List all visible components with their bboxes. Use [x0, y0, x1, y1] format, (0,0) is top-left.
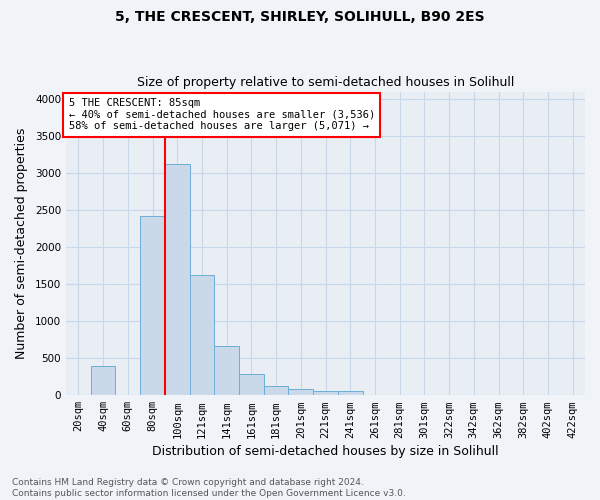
Text: 5 THE CRESCENT: 85sqm
← 40% of semi-detached houses are smaller (3,536)
58% of s: 5 THE CRESCENT: 85sqm ← 40% of semi-deta… — [68, 98, 375, 132]
Bar — [264, 386, 289, 395]
Bar — [214, 346, 239, 395]
Bar — [338, 392, 362, 395]
Text: 5, THE CRESCENT, SHIRLEY, SOLIHULL, B90 2ES: 5, THE CRESCENT, SHIRLEY, SOLIHULL, B90 … — [115, 10, 485, 24]
Title: Size of property relative to semi-detached houses in Solihull: Size of property relative to semi-detach… — [137, 76, 514, 90]
Text: Contains HM Land Registry data © Crown copyright and database right 2024.
Contai: Contains HM Land Registry data © Crown c… — [12, 478, 406, 498]
Bar — [190, 276, 214, 395]
Bar — [313, 391, 338, 395]
Bar — [239, 374, 264, 395]
Y-axis label: Number of semi-detached properties: Number of semi-detached properties — [15, 128, 28, 360]
Bar — [165, 164, 190, 395]
X-axis label: Distribution of semi-detached houses by size in Solihull: Distribution of semi-detached houses by … — [152, 444, 499, 458]
Bar — [289, 390, 313, 395]
Bar — [140, 216, 165, 395]
Bar — [91, 366, 115, 395]
